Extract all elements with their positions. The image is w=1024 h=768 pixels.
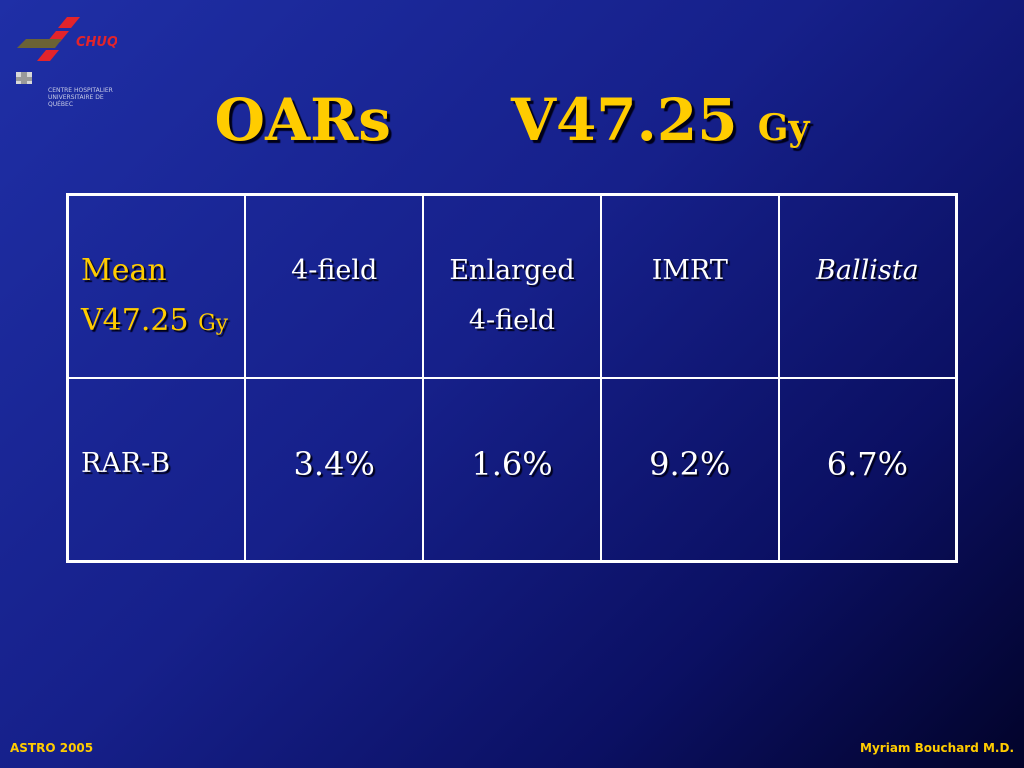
value-imrt: 9.2% [599,377,780,563]
logo-subtitle-line1: CENTRE HOSPITALIER [48,87,113,94]
chuq-logo-icon: CHUQ [16,17,118,86]
corner-unit: Gy [198,311,229,336]
header-4-field-label: 4-field [291,255,378,286]
header-imrt-label: IMRT [651,255,728,286]
value-enlarged-4-field: 1.6% [422,377,602,563]
header-imrt: IMRT [599,193,780,379]
results-table: Mean V47.25 Gy 4-field Enlarged 4-field … [66,193,958,563]
footer-author: Myriam Bouchard M.D. [860,741,1014,755]
header-corner-cell: Mean V47.25 Gy [66,193,247,379]
corner-metric: V47.25 [81,303,189,338]
table-header-row: Mean V47.25 Gy 4-field Enlarged 4-field … [66,193,958,379]
header-4-field: 4-field [244,193,425,379]
header-enlarged-label-line2: 4-field [468,305,556,336]
logo-subtitle-line2: UNIVERSITAIRE DE QUÉBEC [48,94,104,108]
corner-line1: Mean [81,253,167,288]
chuq-logo: CHUQ CENTRE HOSPITALIER UNIVERSITAIRE DE… [12,14,118,108]
header-ballista: Ballista [777,193,958,379]
header-ballista-label: Ballista [816,255,919,286]
table-row: RAR-B 3.4% 1.6% 9.2% 6.7% [66,377,958,563]
title-unit: Gy [757,107,810,149]
row-label-rar-b: RAR-B [66,377,247,563]
logo-brand-text: CHUQ [76,35,117,50]
slide-title: OARs V47.25 Gy [0,82,1024,166]
logo-subtitle: CENTRE HOSPITALIER UNIVERSITAIRE DE QUÉB… [48,87,128,108]
header-enlarged-4-field: Enlarged 4-field [422,193,602,379]
corner-line2: V47.25 Gy [81,296,238,349]
header-enlarged-label-line1: Enlarged [449,255,575,286]
title-oars: OARs [214,86,391,154]
footer-conference: ASTRO 2005 [10,741,94,755]
value-ballista: 6.7% [777,377,958,563]
value-4-field: 3.4% [244,377,425,563]
title-metric: V47.25 [510,86,738,154]
